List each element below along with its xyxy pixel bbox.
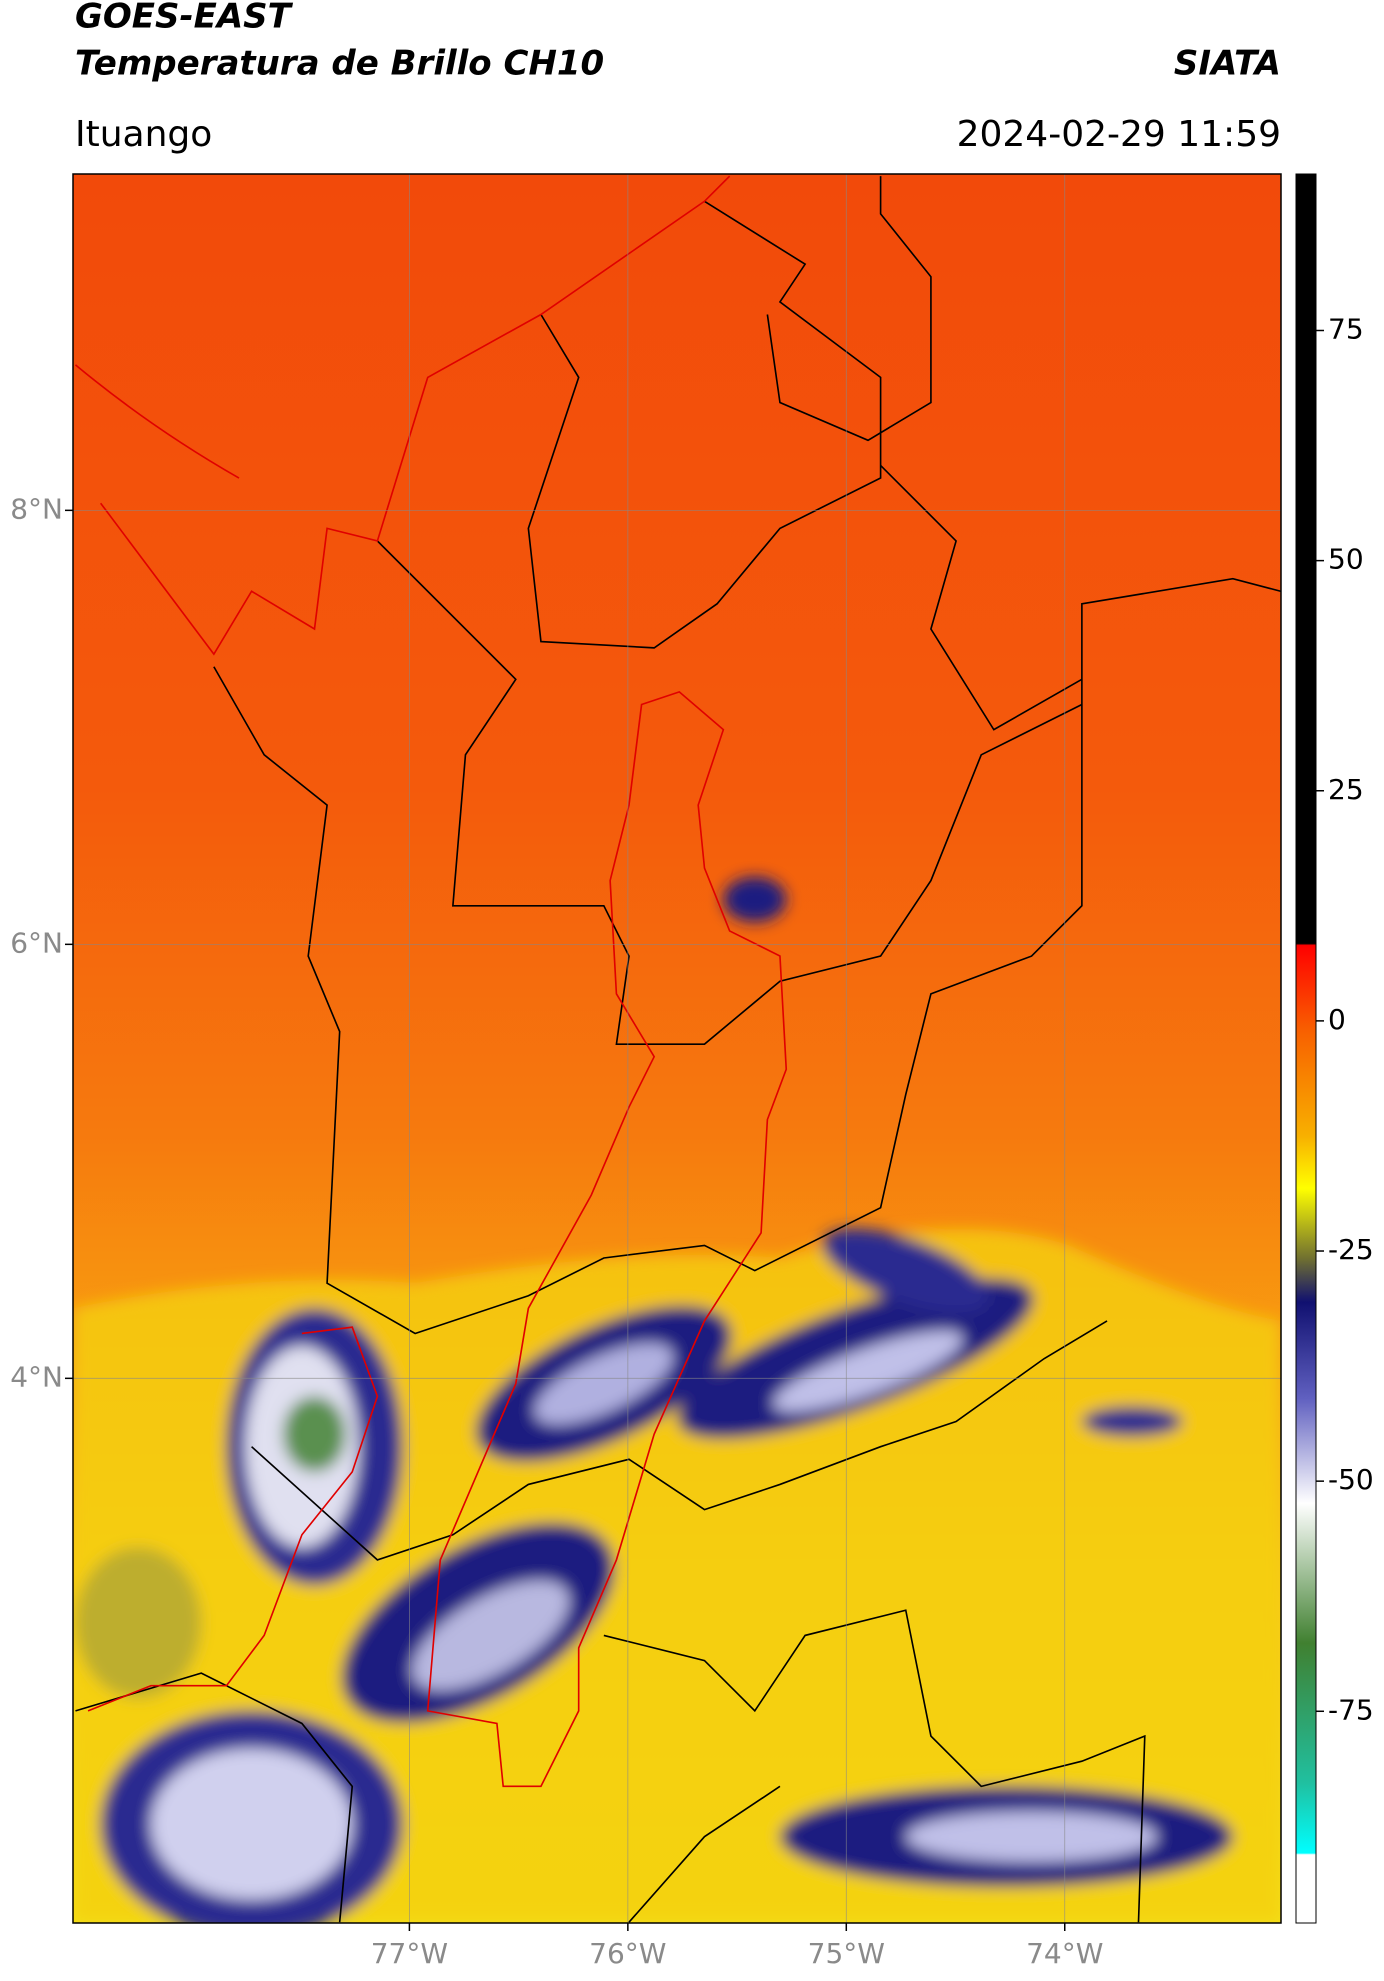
- colorbar-tick-label: -50: [1328, 1463, 1374, 1496]
- y-tick-label: 4°N: [10, 1360, 63, 1393]
- datetime: 2024-02-29 11:59: [957, 114, 1281, 155]
- satellite: GOES-EAST: [75, 0, 294, 37]
- region: Ituango: [75, 114, 212, 155]
- y-tick-label: 6°N: [10, 926, 63, 959]
- map-image: [73, 174, 1281, 1923]
- x-tick-label: 76°W: [589, 1937, 666, 1970]
- colorbar-tick-label: 25: [1328, 773, 1364, 806]
- x-tick-label: 74°W: [1026, 1937, 1103, 1970]
- colorbar-tick-label: -25: [1328, 1233, 1374, 1266]
- grid: [73, 174, 1281, 1923]
- colorbar-tick-label: 50: [1328, 543, 1364, 576]
- org: SIATA: [1174, 44, 1281, 84]
- x-tick-label: 77°W: [371, 1937, 448, 1970]
- x-tick-label: 75°W: [808, 1937, 885, 1970]
- colorbar-tick-label: -75: [1328, 1693, 1374, 1726]
- map-frame: [72, 173, 1282, 1924]
- colorbar-tick-label: 0: [1328, 1003, 1346, 1036]
- colorbar-tick-label: 75: [1328, 312, 1364, 345]
- colorbar: [1295, 173, 1317, 1924]
- y-tick-label: 8°N: [10, 492, 63, 525]
- product: Temperatura de Brillo CH10: [75, 44, 604, 84]
